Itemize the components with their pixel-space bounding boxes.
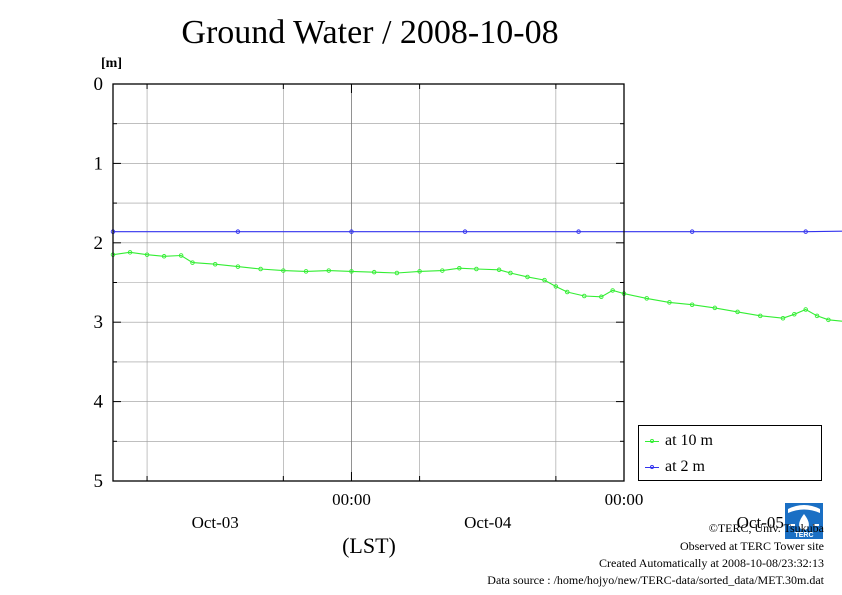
data-point-0 (303, 269, 309, 274)
data-point-0 (440, 268, 445, 273)
terc-logo-text: TERC (794, 532, 813, 539)
legend-label-10m: at 10 m (665, 432, 713, 449)
y-tick-label: 5 (94, 471, 104, 492)
grid-layer (113, 84, 625, 481)
data-point-0 (474, 266, 479, 272)
data-point-0 (564, 289, 570, 295)
data-point-0 (394, 270, 400, 276)
axis-layer: 01234500:00Oct-0300:00Oct-0400:00Oct-050… (94, 74, 784, 532)
legend-swatch-2m (645, 464, 659, 469)
data-point-0 (457, 265, 462, 271)
series-line-1 (113, 230, 842, 233)
data-point-0 (508, 270, 513, 276)
data-point-1 (689, 229, 695, 234)
data-point-0 (712, 305, 718, 311)
credit-created: Created Automatically at 2008-10-08/23:3… (599, 556, 824, 570)
data-point-0 (826, 317, 831, 323)
data-point-0 (599, 294, 604, 300)
x-tick-time-label: 00:00 (605, 490, 644, 509)
credit-copyright: ©TERC, Univ. Tsukuba (708, 521, 824, 535)
data-point-0 (780, 315, 786, 321)
data-point-0 (792, 312, 797, 317)
terc-logo-icon: TERC (785, 503, 823, 539)
x-tick-date-label: Oct-05 (737, 513, 784, 532)
plot-frame (112, 83, 625, 482)
data-point-0 (235, 264, 241, 269)
data-point-0 (212, 261, 218, 267)
y-tick-label: 3 (94, 312, 104, 333)
data-point-0 (178, 253, 184, 258)
data-point-0 (689, 302, 695, 307)
y-axis-unit-label: [m] (101, 56, 122, 71)
data-point-0 (144, 252, 150, 257)
legend-item-2m: at 2 m (645, 457, 705, 477)
data-point-0 (542, 277, 547, 283)
credit-observed: Observed at TERC Tower site (679, 539, 824, 553)
chart-title: Ground Water / 2008-10-08 (181, 14, 559, 51)
series-line-0 (112, 251, 842, 322)
data-point-0 (496, 267, 502, 273)
legend-label-2m: at 2 m (665, 458, 705, 475)
x-tick-date-label: Oct-03 (192, 513, 239, 532)
data-point-0 (190, 260, 195, 265)
data-point-0 (803, 307, 808, 312)
data-point-0 (525, 274, 530, 280)
data-point-0 (161, 254, 167, 259)
data-point-0 (417, 269, 422, 274)
data-point-0 (349, 269, 354, 274)
chart-legend: at 10 m at 2 m (638, 425, 822, 481)
data-point-0 (814, 313, 820, 319)
data-point-0 (582, 293, 587, 299)
y-tick-label: 0 (94, 74, 104, 95)
legend-swatch-10m (645, 438, 659, 443)
data-point-1 (576, 229, 581, 234)
legend-item-10m: at 10 m (645, 431, 713, 451)
data-point-0 (371, 269, 377, 275)
data-point-0 (610, 288, 615, 293)
data-point-0 (735, 309, 740, 315)
y-tick-label: 4 (94, 392, 104, 413)
x-tick-time-label: 00:00 (332, 490, 371, 509)
data-point-0 (553, 284, 559, 289)
data-point-1 (462, 229, 468, 234)
data-point-0 (758, 313, 763, 319)
data-point-1 (349, 229, 354, 234)
data-point-0 (258, 266, 263, 272)
data-point-0 (127, 250, 133, 255)
data-point-0 (644, 296, 649, 301)
y-tick-label: 2 (94, 233, 104, 254)
data-point-0 (281, 268, 286, 273)
credit-source: Data source : /home/hojyo/new/TERC-data/… (487, 573, 824, 587)
y-tick-label: 1 (94, 153, 104, 174)
data-point-1 (803, 229, 808, 234)
data-point-0 (326, 268, 332, 273)
data-point-1 (235, 229, 241, 234)
x-axis-label: (LST) (342, 533, 396, 558)
x-tick-date-label: Oct-04 (464, 513, 512, 532)
data-point-0 (667, 300, 672, 305)
